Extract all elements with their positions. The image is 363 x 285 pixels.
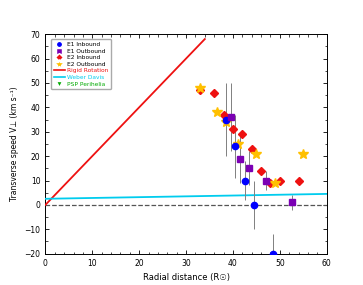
Y-axis label: Transverse speed V⊥ (km s⁻¹): Transverse speed V⊥ (km s⁻¹) xyxy=(10,87,19,201)
Legend: E1 Inbound, E1 Outbound, E2 Inbound, E2 Outbound, Rigid Rotation, Weber Davis, P: E1 Inbound, E1 Outbound, E2 Inbound, E2 … xyxy=(51,39,111,89)
X-axis label: Radial distance (R☉): Radial distance (R☉) xyxy=(143,273,229,282)
